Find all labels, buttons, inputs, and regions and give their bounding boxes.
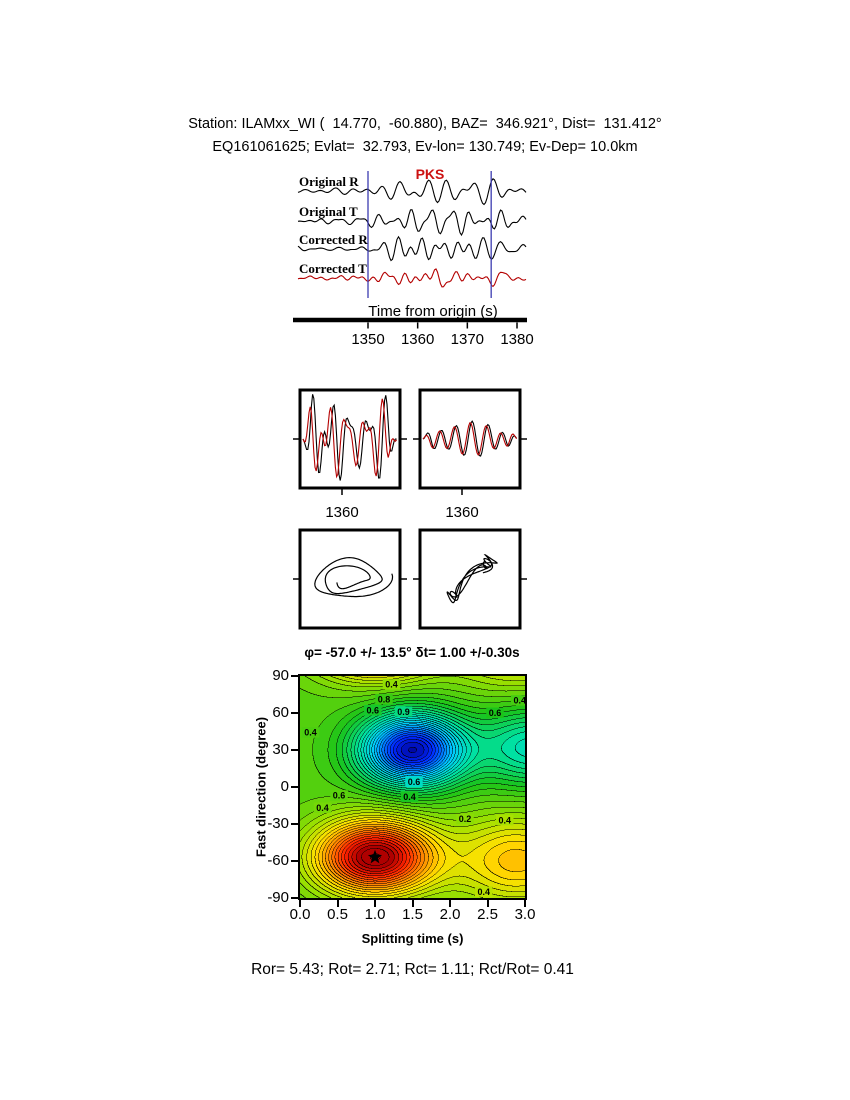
x-tick-mark (449, 900, 451, 907)
phase-label: PKS (416, 166, 445, 182)
window-and-particle-panels: 1360 1360 (293, 388, 527, 630)
x-tick-label: 1.5 (402, 906, 423, 923)
waveform-panel: Original R Original T Corrected R Corrected… (293, 166, 534, 348)
x-tick-mark (411, 900, 414, 907)
window-waveform (422, 422, 518, 456)
trace-label: Corrected T (299, 261, 367, 276)
trace-label: Original T (299, 204, 358, 219)
y-tick-label: -60 (267, 852, 289, 869)
splitting-result-title: φ= -57.0 +/- 13.5° δt= 1.00 +/-0.30s (304, 645, 520, 660)
window-tick-label: 1360 (445, 504, 478, 521)
window-waveform (302, 398, 398, 479)
particle-motion-curve (314, 556, 394, 598)
x-tick-label: 0.0 (289, 906, 311, 923)
x-tick-label: 2.5 (477, 906, 498, 923)
x-tick-mark (336, 900, 339, 907)
x-tick-mark (524, 900, 526, 907)
time-axis-tick-label: 1380 (500, 331, 533, 348)
time-axis-title: Time from origin (s) (368, 303, 497, 320)
trace-label: Original R (299, 174, 359, 189)
x-tick-mark (486, 900, 489, 907)
misfit-contour-map (298, 674, 527, 900)
y-tick-mark (291, 675, 298, 677)
y-tick-mark (291, 712, 298, 714)
y-tick-mark (291, 786, 298, 788)
x-tick-label: 0.5 (327, 906, 348, 923)
x-tick-mark (299, 900, 301, 907)
y-tick-label: 60 (272, 704, 289, 721)
contour-xlabel: Splitting time (s) (361, 931, 464, 946)
waveform-window-box (298, 388, 402, 490)
event-info-line: EQ161061625; Evlat= 32.793, Ev-lon= 130.… (212, 139, 638, 155)
time-axis-tick-label: 1360 (401, 331, 434, 348)
station-info-line: Station: ILAMxx_WI ( 14.770, -60.880), B… (188, 116, 662, 132)
particle-motion-box (418, 528, 522, 630)
x-tick-label: 2.0 (439, 906, 461, 923)
window-waveform (422, 420, 518, 457)
y-tick-mark (291, 897, 298, 899)
trace-corrected-r (297, 235, 527, 262)
y-tick-mark (291, 823, 298, 825)
particle-motion-curve (446, 554, 499, 604)
y-tick-mark (291, 860, 298, 862)
trace-original-t (297, 209, 527, 237)
time-axis-tick-label: 1370 (451, 331, 484, 348)
window-tick-label: 1360 (325, 504, 358, 521)
y-tick-label: 30 (272, 741, 289, 758)
y-tick-label: -30 (267, 815, 289, 832)
statistics-line: Ror= 5.43; Rot= 2.71; Rct= 1.11; Rct/Rot… (251, 961, 574, 978)
y-tick-label: 90 (272, 667, 289, 684)
y-tick-mark (291, 749, 298, 751)
trace-label: Corrected R (299, 232, 368, 247)
time-axis-tick-label: 1350 (351, 331, 384, 348)
trace-original-r (297, 178, 527, 206)
y-tick-label: -90 (267, 889, 289, 906)
x-tick-label: 1.0 (364, 906, 386, 923)
x-tick-mark (374, 900, 376, 907)
x-tick-label: 3.0 (514, 906, 536, 923)
window-waveform (302, 394, 397, 481)
trace-corrected-t (297, 268, 527, 288)
particle-motion-box (298, 528, 402, 630)
y-tick-label: 0 (280, 778, 289, 795)
